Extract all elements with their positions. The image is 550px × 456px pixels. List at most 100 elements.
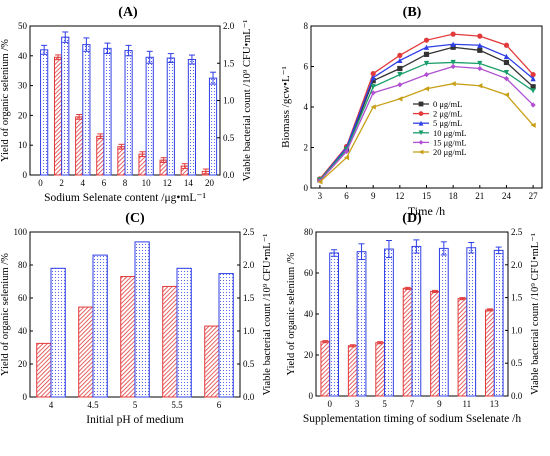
y2-tick-label: 2.0 xyxy=(223,21,235,31)
y-tick-label: 4 xyxy=(304,102,309,112)
y-tick-label: 20 xyxy=(18,110,28,120)
series-point xyxy=(530,76,536,82)
viable-count-bar xyxy=(218,273,234,398)
x-tick-label: 4.5 xyxy=(87,400,99,410)
series-point xyxy=(343,155,350,161)
series-line xyxy=(319,61,534,181)
series-point xyxy=(450,41,456,47)
yield-bar xyxy=(457,298,468,397)
y2-tick-label: 0.5 xyxy=(243,359,255,369)
y2-axis-label: Viable bacterial count /10⁹ CFU•mL⁻¹ xyxy=(262,234,273,396)
series-point xyxy=(530,122,536,128)
x-tick-label: 12 xyxy=(163,178,172,188)
series-point xyxy=(503,76,510,82)
y2-tick-label: 2.0 xyxy=(243,260,255,270)
x-axis-label: Sodium Selenate content /μg•mL⁻¹ xyxy=(44,192,206,204)
x-tick-label: 11 xyxy=(463,399,472,409)
x-tick-label: 6 xyxy=(217,400,222,410)
y2-tick-label: 1.0 xyxy=(243,326,255,336)
y-tick-label: 30 xyxy=(18,81,28,91)
y2-tick-label: 0.0 xyxy=(223,170,235,180)
x-axis-label: Time /h xyxy=(408,204,445,218)
x-tick-label: 5.5 xyxy=(171,400,183,410)
plot-frame xyxy=(310,25,543,189)
y2-tick-label: 0.5 xyxy=(223,133,235,143)
y-tick-label: 0 xyxy=(23,392,28,402)
y-tick-label: 0 xyxy=(23,170,28,180)
yield-bar xyxy=(78,306,94,398)
y-axis-label: Yield of organic selenium /% xyxy=(0,253,11,376)
x-tick-label: 21 xyxy=(475,191,484,201)
yield-bar xyxy=(36,342,52,398)
y2-tick-label: 2.0 xyxy=(511,260,523,270)
series-point xyxy=(503,53,510,59)
x-axis-label: Supplementation timing of sodium Sselena… xyxy=(303,413,521,425)
y-axis-label: Yield of organic selenium /% xyxy=(286,252,297,375)
series-point xyxy=(450,59,456,66)
viable-count-bar xyxy=(208,77,218,176)
viable-count-bar xyxy=(134,241,150,398)
x-tick-label: 5 xyxy=(382,399,387,409)
viable-count-bar xyxy=(103,47,112,176)
yield-bar xyxy=(402,287,413,397)
x-tick-label: 3 xyxy=(318,191,323,201)
y-tick-label: 2 xyxy=(304,143,309,153)
y2-tick-label: 2.5 xyxy=(511,227,523,237)
y2-tick-label: 0.0 xyxy=(243,392,255,402)
series-point xyxy=(423,86,430,92)
viable-count-bar xyxy=(466,247,477,397)
series-point xyxy=(530,102,536,108)
x-tick-label: 27 xyxy=(529,191,539,201)
series-point xyxy=(370,104,376,110)
x-tick-label: 4 xyxy=(81,178,86,188)
series-point xyxy=(477,47,483,53)
viable-count-bar xyxy=(438,247,449,397)
series-point xyxy=(477,42,483,48)
y-tick-label: 40 xyxy=(304,309,314,319)
viable-count-bar xyxy=(493,249,504,397)
yield-bar xyxy=(117,146,126,176)
y2-tick-label: 0.0 xyxy=(511,391,523,401)
panel-title: (B) xyxy=(403,5,422,20)
legend-label: 0 μg/mL xyxy=(433,99,462,109)
series-point xyxy=(477,83,483,89)
y2-axis-label: Viable bacterial count /10⁹ CFU•mL⁻¹ xyxy=(242,20,253,182)
y-tick-label: 50 xyxy=(18,21,28,31)
series-point xyxy=(503,69,510,76)
x-tick-label: 9 xyxy=(371,191,376,201)
chart-panel-0: (A) 0 2 4 6 8 10 12 14 20 0 10 20 30 40 50 0.0 0.5 1.0 1.5 2… xyxy=(0,5,253,204)
legend-marker xyxy=(418,140,424,145)
panel-title: (D) xyxy=(402,211,422,226)
x-tick-label: 20 xyxy=(205,178,215,188)
series-point xyxy=(423,44,430,50)
series-point xyxy=(343,148,350,155)
series-point xyxy=(397,82,403,88)
x-axis-label: Initial pH of medium xyxy=(86,414,183,426)
x-tick-label: 0 xyxy=(38,178,43,188)
legend-marker xyxy=(418,101,424,107)
series-point xyxy=(503,59,510,66)
y-tick-label: 100 xyxy=(14,227,28,237)
series-point xyxy=(423,37,430,43)
x-tick-label: 4 xyxy=(49,400,54,410)
legend-label: 20 μg/mL xyxy=(433,147,467,157)
x-tick-label: 0 xyxy=(327,399,332,409)
y2-tick-label: 1.5 xyxy=(511,293,523,303)
x-tick-label: 2 xyxy=(59,178,64,188)
series-point xyxy=(397,52,403,58)
y2-tick-label: 1.5 xyxy=(223,58,235,68)
x-tick-label: 18 xyxy=(449,191,459,201)
viable-count-bar xyxy=(61,36,70,176)
y-tick-label: 6 xyxy=(304,62,309,72)
yield-bar xyxy=(138,153,147,176)
legend-label: 10 μg/mL xyxy=(433,128,467,138)
series-point xyxy=(530,84,536,90)
yield-bar xyxy=(375,342,386,397)
legend-label: 5 μg/mL xyxy=(433,118,462,128)
series-point xyxy=(503,92,510,98)
y-axis-label: Biomass /gcw•L⁻¹ xyxy=(280,66,292,148)
x-tick-label: 5 xyxy=(133,400,138,410)
y-tick-label: 0 xyxy=(304,183,309,193)
